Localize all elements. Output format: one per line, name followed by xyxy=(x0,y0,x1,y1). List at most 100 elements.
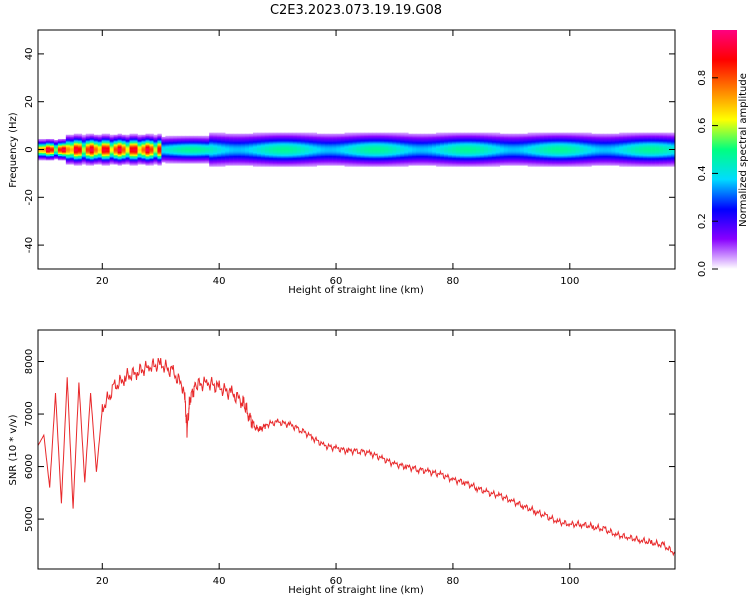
heatmap-cell xyxy=(328,152,333,155)
heatmap-cell xyxy=(388,135,393,138)
heatmap-cell xyxy=(515,160,521,162)
heatmap-cell xyxy=(141,134,146,137)
heatmap-cell xyxy=(416,142,421,144)
heatmap-cell xyxy=(177,160,182,162)
heatmap-cell xyxy=(400,158,405,161)
heatmap-cell xyxy=(591,164,596,166)
heatmap-cell xyxy=(599,156,604,159)
heatmap-cell xyxy=(424,164,429,166)
heatmap-cell xyxy=(161,138,166,141)
heatmap-cell xyxy=(336,155,341,158)
heatmap-cell xyxy=(213,158,218,161)
heatmap-cell xyxy=(587,132,592,135)
heatmap-cell xyxy=(320,158,325,161)
heatmap-cell xyxy=(69,138,75,141)
heatmap-cell xyxy=(655,143,660,145)
heatmap-cell xyxy=(157,140,162,142)
heatmap-cell xyxy=(57,153,63,156)
heatmap-cell xyxy=(137,146,142,148)
heatmap-cell xyxy=(444,162,449,164)
heatmap-cell xyxy=(444,148,449,150)
heatmap-cell xyxy=(153,138,158,141)
heatmap-cell xyxy=(388,142,393,144)
heatmap-cell xyxy=(308,145,314,147)
heatmap-cell xyxy=(260,158,266,161)
heatmap-cell xyxy=(396,160,401,162)
heatmap-cell xyxy=(181,158,186,161)
heatmap-cell xyxy=(440,133,445,136)
heatmap-cell xyxy=(559,142,564,144)
heatmap-cell xyxy=(304,135,310,138)
heatmap-cell xyxy=(121,163,126,165)
heatmap-cell xyxy=(137,143,142,145)
heatmap-cell xyxy=(372,144,377,146)
heatmap-cell xyxy=(197,153,202,156)
heatmap-cell xyxy=(205,141,210,143)
heatmap-cell xyxy=(643,150,648,152)
heatmap-cell xyxy=(635,154,640,157)
heatmap-cell xyxy=(356,142,361,144)
heatmap-cell xyxy=(507,143,513,145)
heatmap-cell xyxy=(376,156,381,159)
heatmap-cell xyxy=(197,144,202,146)
heatmap-cell xyxy=(615,135,620,138)
heatmap-cell xyxy=(300,147,306,149)
heatmap-cell xyxy=(424,140,429,142)
heatmap-cell xyxy=(523,147,528,149)
heatmap-cell xyxy=(344,138,349,141)
heatmap-cell xyxy=(213,163,218,165)
heatmap-cell xyxy=(631,153,636,156)
heatmap-cell xyxy=(511,134,517,137)
heatmap-cell xyxy=(663,162,668,164)
heatmap-cell xyxy=(352,147,357,149)
heatmap-cell xyxy=(109,144,114,146)
heatmap-cell xyxy=(647,146,652,148)
heatmap-cell xyxy=(659,150,664,152)
heatmap-cell xyxy=(241,152,246,155)
heatmap-cell xyxy=(559,138,564,141)
heatmap-cell xyxy=(563,162,568,164)
heatmap-cell xyxy=(515,158,521,161)
heatmap-cell xyxy=(308,143,314,145)
heatmap-cell xyxy=(591,157,596,160)
heatmap-cell xyxy=(117,154,122,157)
heatmap-cell xyxy=(229,133,234,136)
heatmap-cell xyxy=(65,154,71,157)
heatmap-cell xyxy=(643,162,648,164)
heatmap-cell xyxy=(404,157,409,160)
heatmap-cell xyxy=(503,154,509,157)
heatmap-cell xyxy=(221,143,226,145)
heatmap-cell xyxy=(121,142,126,144)
heatmap-cell xyxy=(408,162,413,164)
heatmap-cell xyxy=(308,135,314,138)
heatmap-cell xyxy=(380,156,385,159)
heatmap-cell xyxy=(643,137,648,140)
heatmap-cell xyxy=(105,156,110,159)
heatmap-cell xyxy=(432,150,437,152)
heatmap-cell xyxy=(213,138,218,141)
heatmap-cell xyxy=(507,140,513,142)
heatmap-cell xyxy=(209,161,214,163)
heatmap-cell xyxy=(252,164,258,166)
heatmap-cell xyxy=(591,145,596,147)
heatmap-cell xyxy=(221,151,226,153)
heatmap-cell xyxy=(412,147,417,149)
heatmap-cell xyxy=(217,163,222,165)
heatmap-cell xyxy=(424,149,429,151)
heatmap-cell xyxy=(316,160,321,162)
heatmap-cell xyxy=(280,140,286,142)
heatmap-cell xyxy=(340,161,345,163)
heatmap-cell xyxy=(225,151,230,153)
heatmap-cell xyxy=(599,164,604,166)
heatmap-cell xyxy=(284,132,290,135)
heatmap-cell xyxy=(352,132,357,135)
heatmap-cell xyxy=(229,163,234,165)
heatmap-cell xyxy=(157,164,162,166)
heatmap-cell xyxy=(571,151,576,153)
heatmap-cell xyxy=(288,165,294,167)
heatmap-cell xyxy=(376,136,381,139)
heatmap-cell xyxy=(145,143,150,145)
heatmap-cell xyxy=(651,157,656,160)
heatmap-cell xyxy=(583,136,588,139)
